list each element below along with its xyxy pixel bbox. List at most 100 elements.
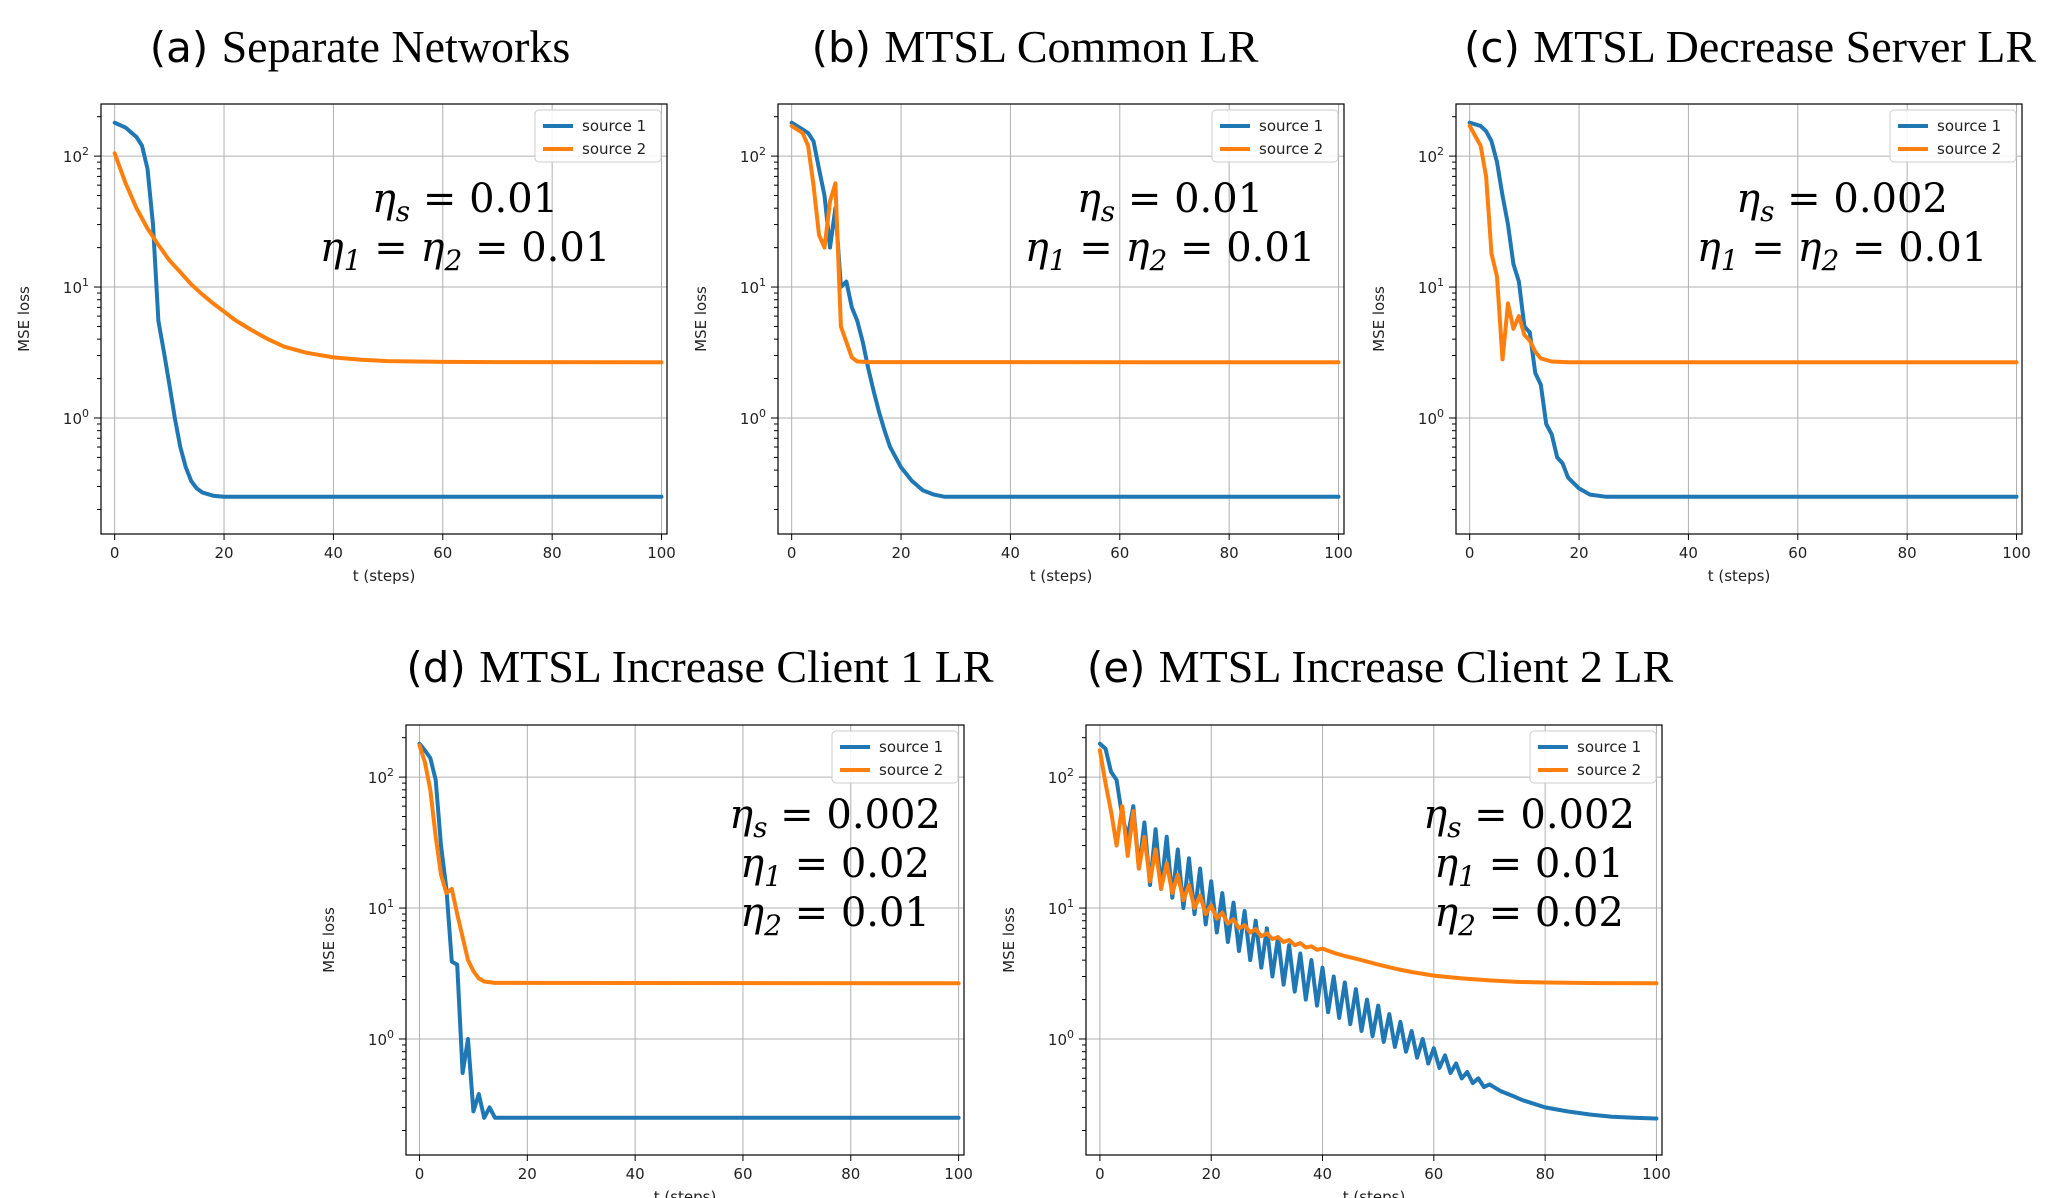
legend: source 1 source 2 bbox=[1529, 730, 1657, 784]
legend: source 1 source 2 bbox=[1889, 109, 2017, 163]
series-line-2 bbox=[112, 151, 664, 365]
x-tick-label: 0 bbox=[110, 544, 120, 562]
chart-title: (d) MTSL Increase Client 1 LR bbox=[406, 641, 994, 692]
lr-annotation: ηs = 0.01 bbox=[372, 176, 558, 228]
legend-label-2: source 2 bbox=[1937, 140, 2001, 158]
x-tick-label: 60 bbox=[1110, 544, 1129, 562]
y-axis-label: MSE loss bbox=[15, 286, 33, 352]
x-tick-label: 20 bbox=[214, 544, 233, 562]
series-line-1 bbox=[112, 120, 664, 499]
y-tick-label: 100 bbox=[740, 407, 766, 428]
x-tick-label: 100 bbox=[647, 544, 676, 562]
x-tick-label: 40 bbox=[324, 544, 343, 562]
x-axis-label: t (steps) bbox=[353, 567, 416, 585]
legend-label-1: source 1 bbox=[1937, 117, 2001, 135]
axes-frame bbox=[1085, 724, 1663, 1156]
lr-annotation: ηs = 0.002 bbox=[1736, 176, 1948, 228]
x-tick-label: 20 bbox=[1569, 544, 1588, 562]
axes-frame bbox=[100, 103, 668, 535]
lr-annotation: ηs = 0.01 bbox=[1077, 176, 1263, 228]
y-tick-label: 101 bbox=[1048, 897, 1074, 918]
chart-a: (a) Separate Networks 0 20 40 60 80 100 100 101 1… bbox=[15, 21, 676, 585]
x-tick-label: 100 bbox=[1324, 544, 1353, 562]
y-axis-label: MSE loss bbox=[320, 907, 338, 973]
x-axis-label: t (steps) bbox=[1030, 567, 1093, 585]
lr-annotation: η1 = 0.01 bbox=[1434, 841, 1624, 893]
x-tick-label: 100 bbox=[2002, 544, 2031, 562]
x-tick-label: 40 bbox=[1679, 544, 1698, 562]
legend-label-1: source 1 bbox=[1259, 117, 1323, 135]
x-tick-label: 20 bbox=[518, 1165, 537, 1183]
legend: source 1 source 2 bbox=[1211, 109, 1339, 163]
legend: source 1 source 2 bbox=[831, 730, 959, 784]
x-tick-label: 80 bbox=[841, 1165, 860, 1183]
lr-annotation: η1 = η2 = 0.01 bbox=[1025, 225, 1316, 277]
x-tick-label: 80 bbox=[1536, 1165, 1555, 1183]
x-tick-label: 0 bbox=[415, 1165, 425, 1183]
chart-d: (d) MTSL Increase Client 1 LR 0 20 40 60 80 10… bbox=[320, 641, 994, 1198]
x-tick-label: 20 bbox=[891, 544, 910, 562]
chart-title: (c) MTSL Decrease Server LR bbox=[1464, 21, 2036, 72]
lr-annotation: η2 = 0.01 bbox=[740, 890, 930, 942]
x-tick-label: 100 bbox=[944, 1165, 973, 1183]
x-axis-label: t (steps) bbox=[654, 1188, 717, 1198]
x-tick-label: 0 bbox=[1095, 1165, 1105, 1183]
legend-label-2: source 2 bbox=[879, 761, 943, 779]
chart-label: (e) bbox=[1087, 643, 1159, 692]
chart-e: (e) MTSL Increase Client 2 LR 0 20 40 60 80 10… bbox=[1000, 641, 1674, 1198]
legend-label-1: source 1 bbox=[1577, 738, 1641, 756]
y-tick-label: 102 bbox=[63, 145, 89, 166]
legend: source 1 source 2 bbox=[534, 109, 662, 163]
series-line-2 bbox=[417, 743, 961, 986]
y-tick-label: 100 bbox=[368, 1028, 394, 1049]
legend-label-1: source 1 bbox=[582, 117, 646, 135]
lr-annotation: η2 = 0.02 bbox=[1434, 890, 1624, 942]
x-tick-label: 40 bbox=[626, 1165, 645, 1183]
y-axis-label: MSE loss bbox=[1000, 907, 1018, 973]
chart-label: (c) bbox=[1464, 23, 1533, 72]
lr-annotation: η1 = 0.02 bbox=[740, 841, 930, 893]
chart-title-text: MTSL Increase Client 2 LR bbox=[1159, 641, 1674, 692]
y-tick-label: 102 bbox=[368, 766, 394, 787]
series-line-2 bbox=[1097, 748, 1659, 986]
x-axis-label: t (steps) bbox=[1343, 1188, 1406, 1198]
y-axis-label: MSE loss bbox=[1370, 286, 1388, 352]
x-tick-label: 100 bbox=[1642, 1165, 1671, 1183]
y-axis-label: MSE loss bbox=[692, 286, 710, 352]
axes-frame bbox=[777, 103, 1345, 535]
y-tick-label: 102 bbox=[740, 145, 766, 166]
axes-frame bbox=[1455, 103, 2023, 535]
chart-c: (c) MTSL Decrease Server LR 0 20 40 60 80 100 1… bbox=[1370, 21, 2036, 585]
x-tick-label: 80 bbox=[543, 544, 562, 562]
y-tick-label: 102 bbox=[1418, 145, 1444, 166]
y-tick-label: 101 bbox=[368, 897, 394, 918]
legend-label-1: source 1 bbox=[879, 738, 943, 756]
legend-label-2: source 2 bbox=[1259, 140, 1323, 158]
lr-annotation: ηs = 0.002 bbox=[729, 792, 941, 844]
chart-label: (a) bbox=[150, 23, 222, 72]
chart-label: (b) bbox=[812, 23, 885, 72]
legend-label-2: source 2 bbox=[582, 140, 646, 158]
x-tick-label: 60 bbox=[1788, 544, 1807, 562]
chart-title: (e) MTSL Increase Client 2 LR bbox=[1087, 641, 1674, 692]
y-tick-label: 100 bbox=[63, 407, 89, 428]
y-tick-label: 100 bbox=[1048, 1028, 1074, 1049]
legend-label-2: source 2 bbox=[1577, 761, 1641, 779]
x-tick-label: 40 bbox=[1313, 1165, 1332, 1183]
chart-b: (b) MTSL Common LR 0 20 40 60 80 100 100 101 102 t… bbox=[692, 21, 1353, 585]
chart-title-text: MTSL Increase Client 1 LR bbox=[479, 641, 994, 692]
chart-title-text: Separate Networks bbox=[222, 21, 571, 72]
x-tick-label: 80 bbox=[1898, 544, 1917, 562]
x-tick-label: 0 bbox=[1465, 544, 1475, 562]
x-tick-label: 60 bbox=[733, 1165, 752, 1183]
lr-annotation: ηs = 0.002 bbox=[1423, 792, 1635, 844]
y-tick-label: 102 bbox=[1048, 766, 1074, 787]
chart-title-text: MTSL Common LR bbox=[884, 21, 1258, 72]
x-tick-label: 0 bbox=[787, 544, 797, 562]
axes-frame bbox=[405, 724, 965, 1156]
series-line-2 bbox=[1467, 123, 2019, 365]
series-line-2 bbox=[789, 123, 1341, 365]
y-tick-label: 101 bbox=[740, 276, 766, 297]
chart-title-text: MTSL Decrease Server LR bbox=[1533, 21, 2036, 72]
